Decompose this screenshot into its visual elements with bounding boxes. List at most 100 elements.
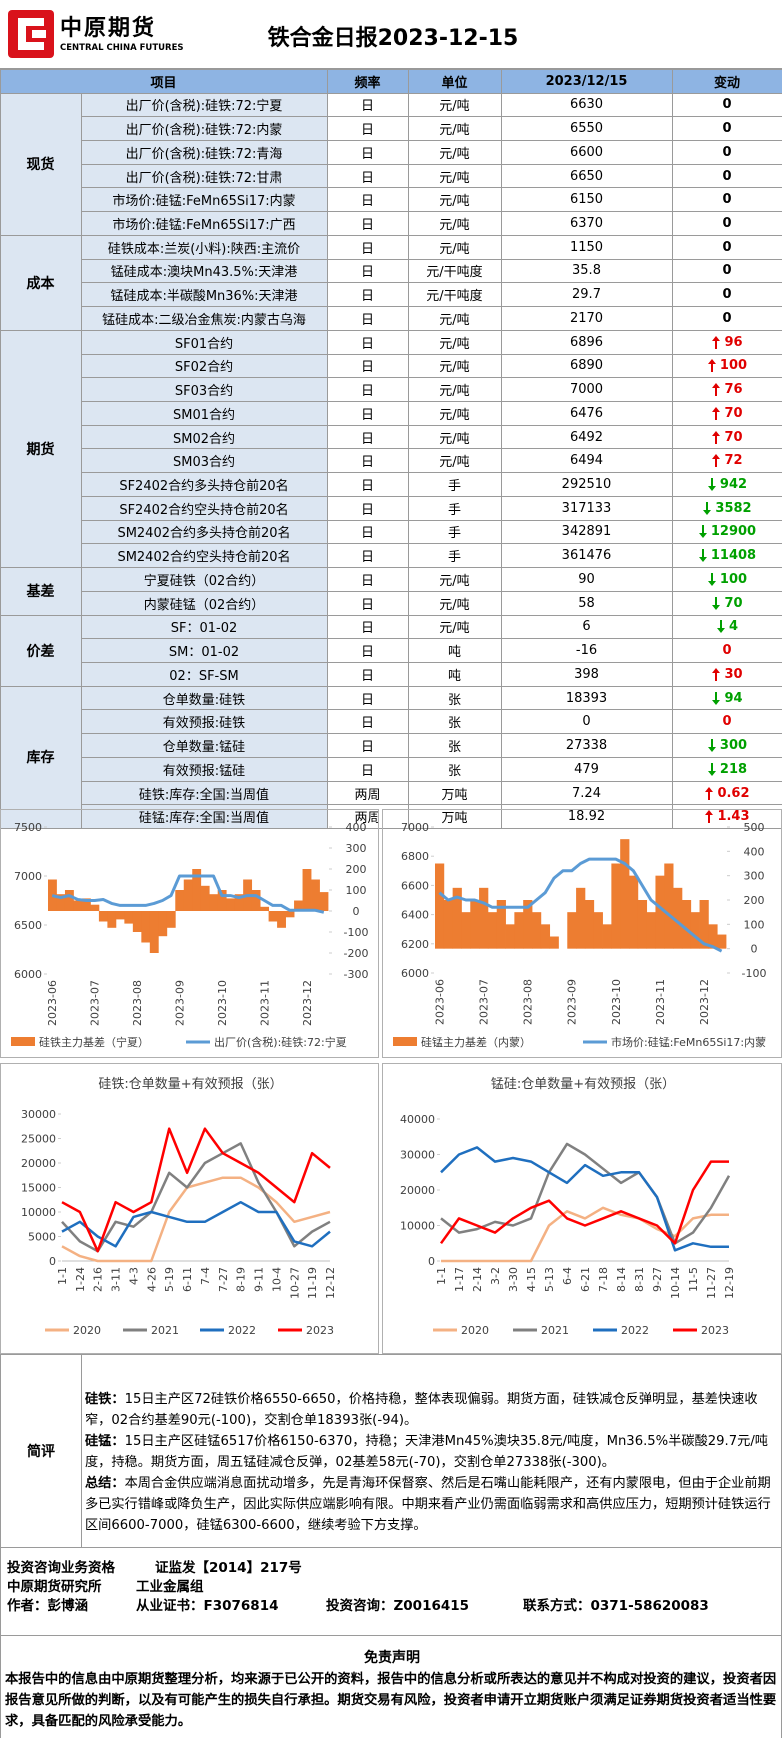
unit: 元/吨	[407, 448, 502, 474]
x-tick-label: 6-21	[579, 1267, 592, 1292]
legend-label: 2020	[461, 1324, 489, 1337]
y-tick-label: 6000	[14, 968, 42, 981]
frequency: 日	[326, 353, 409, 379]
value: 398	[500, 662, 673, 687]
x-tick-label: 9-11	[253, 1267, 266, 1292]
area-bar	[260, 906, 270, 911]
area-bar	[200, 885, 210, 911]
item-name: 出厂价(含税):硅铁:72:宁夏	[80, 92, 328, 118]
change-cell: 96	[671, 329, 782, 355]
series-line	[61, 1176, 331, 1263]
value: 6890	[500, 353, 673, 379]
chart: 锰硅:仓单数量+有效预报（张） 0 10000 20000 30000 40000 1-1 1…	[382, 1063, 782, 1354]
disclaimer: 免责声明 本报告中的信息由中原期货整理分析，均来源于已公开的资料，报告中的信息分…	[0, 1636, 782, 1738]
area-bar	[302, 869, 312, 911]
paragraph-label: 硅锰：	[85, 1434, 125, 1449]
legend-label: 硅铁主力基差（宁夏）	[39, 1035, 149, 1049]
arrow-shape	[712, 383, 721, 397]
unit: 元/吨	[407, 353, 502, 379]
frequency: 日	[326, 614, 409, 640]
change-cell: 0	[671, 709, 782, 735]
y2-tick-label: -200	[344, 947, 369, 960]
logo-text: 中原期货	[60, 16, 157, 41]
group-label: 现货	[0, 92, 82, 236]
change-cell: 4	[671, 614, 782, 640]
y-tick-label: 5000	[28, 1231, 56, 1244]
frequency: 日	[326, 116, 409, 141]
comment-paragraph: 硅锰：15日主产区硅锰6517价格6150-6370，持稳；天津港Mn45%澳块…	[85, 1431, 779, 1473]
trend-arrow	[712, 691, 721, 705]
frequency: 日	[326, 709, 409, 735]
logo-subtext: CENTRAL CHINA FUTURES	[60, 43, 184, 53]
column-header: 项目	[0, 68, 328, 94]
paragraph-text: 15日主产区硅锰6517价格6150-6370，持稳；天津港Mn45%澳块35.…	[85, 1434, 768, 1470]
change-cell: 3582	[671, 495, 782, 521]
change-cell: 0	[671, 163, 782, 189]
unit: 元/吨	[407, 116, 502, 141]
x-tick-label: 2023-09	[174, 980, 187, 1026]
unit: 手	[407, 472, 502, 497]
arrow-shape	[707, 359, 716, 373]
series-line	[61, 1127, 331, 1253]
x-tick-label: 2023-06	[433, 979, 446, 1025]
item-name: SF03合约	[80, 377, 328, 402]
area-bar	[234, 894, 244, 911]
unit: 元/吨	[407, 139, 502, 165]
y-tick-label: 6000	[401, 967, 429, 980]
footer-item: 联系方式：0371-58620083	[523, 1598, 709, 1614]
value: 35.8	[500, 258, 673, 284]
area-bar	[98, 911, 108, 922]
y-tick-label: 15000	[21, 1182, 56, 1195]
area-bar	[158, 911, 168, 937]
x-tick-label: 4-3	[127, 1267, 140, 1285]
trend-arrow	[705, 810, 714, 824]
group-label: 基差	[0, 567, 82, 616]
x-tick-label: 10-4	[270, 1267, 283, 1292]
change-value: 72	[724, 453, 743, 469]
area-bar	[602, 924, 612, 949]
x-tick-label: 5-13	[543, 1267, 556, 1292]
area-bar	[107, 911, 117, 928]
x-tick-label: 2023-07	[89, 980, 102, 1026]
change-value: 76	[724, 382, 743, 398]
area-bar	[514, 912, 524, 949]
x-tick-label: 2023-11	[258, 980, 271, 1026]
series-line	[439, 1160, 729, 1245]
value: 7.24	[500, 780, 673, 806]
area-bar	[540, 924, 551, 949]
frequency: 日	[326, 211, 409, 236]
frequency: 日	[326, 495, 409, 521]
frequency: 日	[326, 400, 409, 426]
value: 6550	[500, 116, 673, 141]
legend-label: 市场价:硅锰:FeMn65Si17:内蒙	[611, 1035, 766, 1049]
y2-tick-label: 500	[744, 821, 765, 834]
y-tick-label: 10000	[21, 1206, 56, 1219]
area-bar	[124, 911, 134, 924]
y-tick-label: 10000	[400, 1220, 435, 1233]
arrow-shape	[712, 430, 721, 444]
value: 27338	[500, 733, 673, 758]
change-cell: 942	[671, 472, 782, 497]
frequency: 日	[326, 163, 409, 189]
x-tick-label: 2023-08	[131, 980, 144, 1026]
item-name: 锰硅成本:半碳酸Mn36%:天津港	[80, 282, 328, 308]
frequency: 日	[326, 519, 409, 545]
item-name: 内蒙硅锰（02合约）	[80, 590, 328, 616]
value: 6492	[500, 424, 673, 450]
comment-section: 简评 硅铁：15日主产区72硅铁价格6550-6650，价格持稳，整体表现偏弱。…	[0, 1354, 782, 1548]
arrow-shape	[707, 762, 716, 776]
chart-title: 锰硅:仓单数量+有效预报（张）	[491, 1077, 675, 1092]
group-label: 成本	[0, 234, 82, 331]
item-name: 有效预报:硅铁	[80, 709, 328, 735]
item-name: 出厂价(含税):硅铁:72:甘肃	[80, 163, 328, 189]
value: 90	[500, 567, 673, 592]
change-value: 70	[724, 429, 743, 445]
legend-label: 硅锰主力基差（内蒙）	[421, 1035, 531, 1049]
unit: 元/吨	[407, 614, 502, 640]
change-cell: 300	[671, 733, 782, 758]
footer-item: 从业证书：F3076814	[136, 1598, 279, 1614]
unit: 元/吨	[407, 400, 502, 426]
area-bar	[717, 934, 727, 949]
trend-arrow	[707, 762, 716, 776]
